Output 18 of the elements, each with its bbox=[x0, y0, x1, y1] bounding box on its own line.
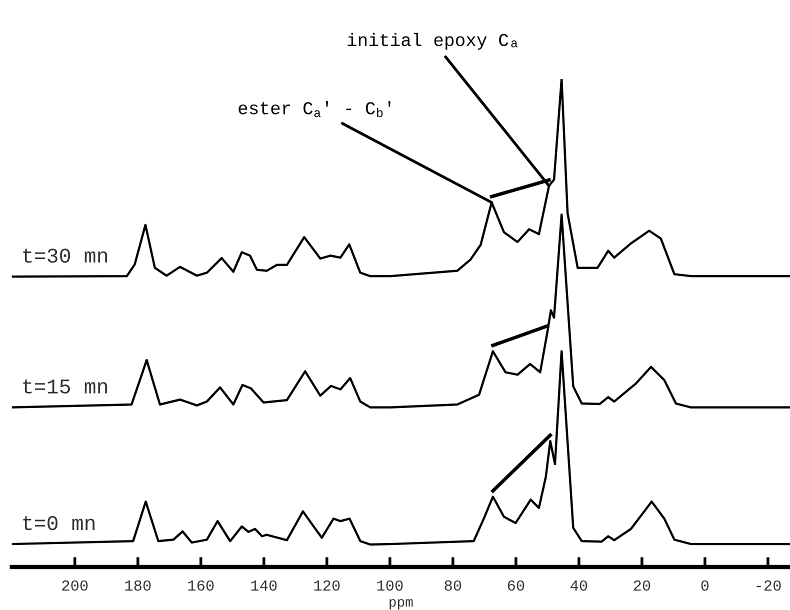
annotation: ester C$_{a}$′ - C$_{b}$′ bbox=[238, 101, 390, 118]
x-tick-label: 120 bbox=[314, 580, 340, 591]
series-label: t=15 mn bbox=[23, 379, 107, 394]
x-tick-label: 180 bbox=[125, 580, 151, 591]
x-tick-label: 60 bbox=[508, 580, 524, 591]
annotation: initial epoxy Cₐ bbox=[348, 32, 518, 50]
x-tick-label: 20 bbox=[634, 580, 650, 591]
x-tick-label: -20 bbox=[756, 580, 781, 591]
x-tick-label: 100 bbox=[377, 580, 403, 591]
x-tick-label: 40 bbox=[570, 580, 588, 591]
x-axis-title: ppm bbox=[390, 599, 413, 610]
series-label: t=0 mn bbox=[23, 516, 94, 530]
x-tick-label: 0 bbox=[701, 580, 709, 591]
x-tick-label: 200 bbox=[62, 580, 88, 591]
x-tick-label: 80 bbox=[444, 580, 462, 591]
series-label: t=30 mn bbox=[23, 248, 107, 263]
x-tick-label: 140 bbox=[251, 580, 277, 591]
x-tick-label: 160 bbox=[188, 580, 214, 591]
